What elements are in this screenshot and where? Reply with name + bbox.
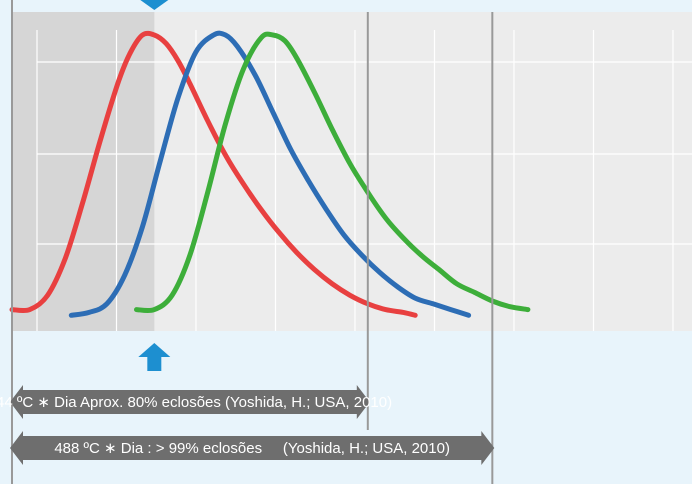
down-arrow-marker [140,0,169,10]
arrow-markers [138,0,171,371]
annotation-bars: 344 ºC ∗ Dia Aprox. 80% eclosões (Yoshid… [0,385,495,465]
shaded-region [12,12,155,331]
series-line-1 [9,30,418,318]
annotation-label: 488 ºC ∗ Dia : > 99% eclosões (Yoshida, … [54,440,450,457]
annotation-label: 344 ºC ∗ Dia Aprox. 80% eclosões (Yoshid… [0,394,392,411]
annotation-bar [10,431,495,465]
series-line-3 [134,31,531,314]
series-lines [9,30,531,318]
annotation-bar [10,385,370,419]
series-line-2 [68,30,472,318]
grid-lines [36,30,692,331]
up-arrow-marker [138,343,171,371]
